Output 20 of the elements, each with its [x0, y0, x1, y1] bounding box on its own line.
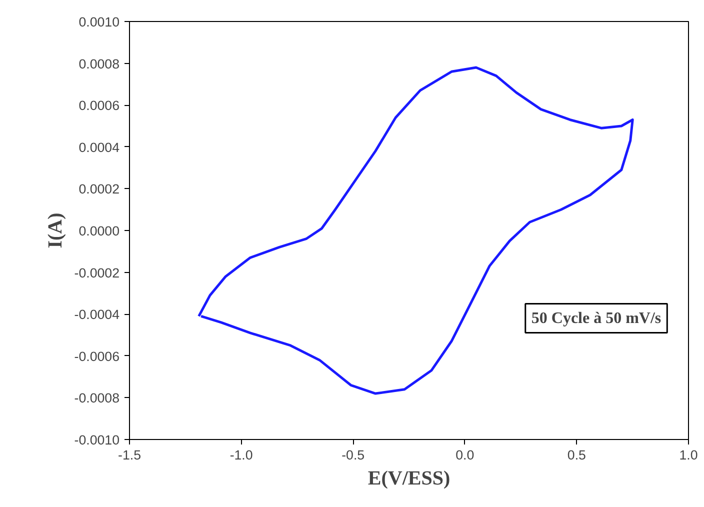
y-tick-label: 0.0008: [78, 56, 120, 72]
x-tick-label: -0.5: [342, 448, 365, 462]
x-tick-label: -1.0: [230, 448, 253, 462]
x-tick-label: 0.0: [456, 448, 474, 462]
y-tick-label: 0.0006: [78, 98, 120, 114]
y-tick-label: -0.0010: [74, 432, 120, 448]
x-axis-title: E(V/ESS): [368, 468, 450, 490]
y-tick-label: -0.0002: [74, 265, 120, 280]
annotation: 50 Cycle à 50 mV/s: [531, 310, 662, 327]
y-tick-label: 0.0010: [78, 14, 120, 30]
y-tick-label: 0.0004: [78, 140, 120, 155]
y-tick-label: -0.0008: [74, 390, 120, 406]
x-tick-label: 1.0: [679, 448, 698, 462]
y-axis-title: I(A): [44, 212, 66, 248]
x-tick-label: -1.5: [118, 448, 141, 462]
x-tick-label: 0.5: [567, 448, 586, 462]
y-tick-label: -0.0006: [74, 348, 120, 364]
y-tick-label: 0.0000: [78, 224, 120, 238]
y-tick-label: -0.0004: [74, 307, 120, 322]
y-tick-label: 0.0002: [78, 182, 120, 197]
